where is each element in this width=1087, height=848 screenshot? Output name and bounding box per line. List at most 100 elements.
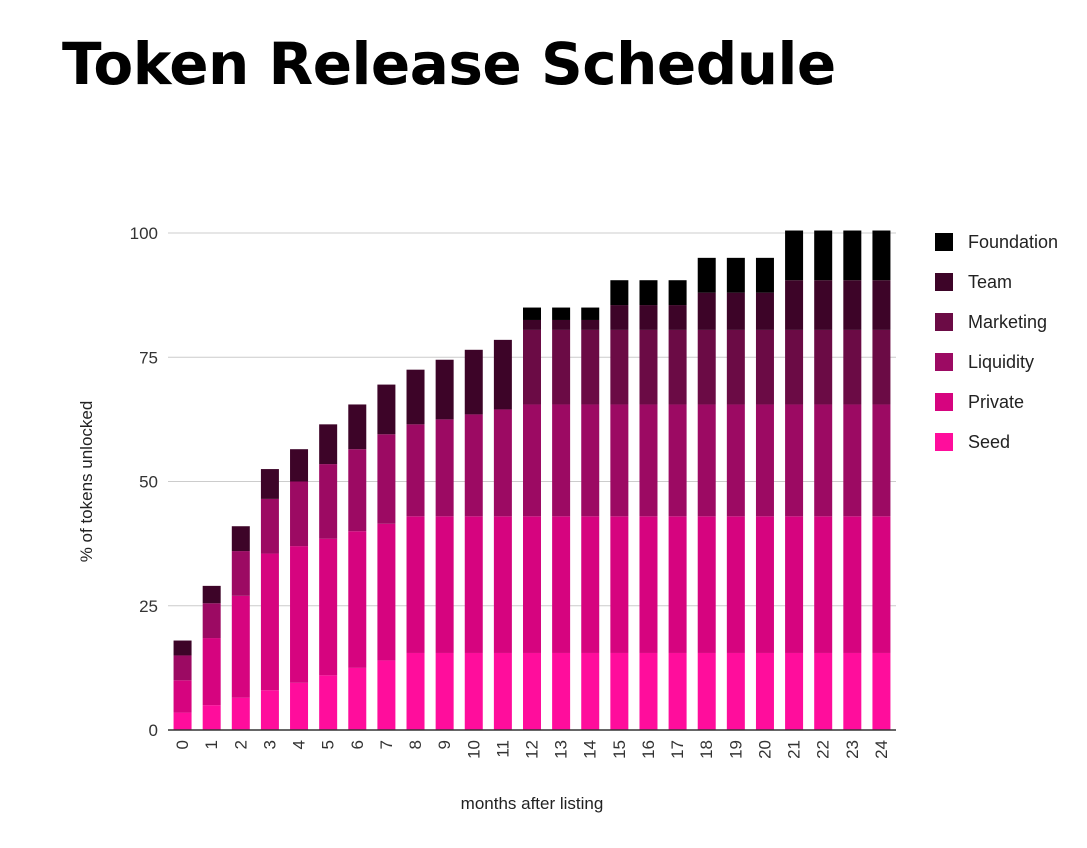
bar-segment-private-15 [610, 516, 629, 653]
bar-segment-seed-7 [377, 660, 396, 730]
bar-segment-private-13 [552, 516, 571, 653]
bar-segment-team-5 [319, 424, 338, 465]
bar-segment-team-3 [260, 469, 279, 499]
bar-segment-team-10 [464, 349, 483, 415]
bar-segment-seed-15 [610, 652, 629, 730]
bar-segment-private-9 [435, 516, 454, 653]
x-tick-label: 17 [668, 740, 687, 759]
bar-segment-liquidity-10 [464, 414, 483, 517]
bar-segment-team-21 [785, 280, 804, 330]
bar-segment-seed-24 [872, 652, 891, 730]
bar-segment-foundation-20 [755, 257, 774, 293]
bar-segment-team-14 [581, 319, 600, 330]
bar-segment-private-6 [348, 531, 367, 668]
bar-segment-team-11 [493, 339, 512, 410]
bar-segment-liquidity-19 [726, 404, 745, 517]
x-tick-label: 12 [523, 740, 542, 759]
bar-segment-marketing-23 [843, 329, 862, 405]
bar-segment-marketing-24 [872, 329, 891, 405]
x-axis-title: months after listing [461, 794, 604, 813]
bar-segment-private-8 [406, 516, 425, 653]
bar-segment-liquidity-16 [639, 404, 658, 517]
bar-segment-liquidity-2 [231, 551, 250, 596]
bar-segment-marketing-13 [552, 329, 571, 405]
y-tick-label: 75 [139, 348, 158, 367]
bar-segment-seed-23 [843, 652, 862, 730]
y-tick-label: 25 [139, 597, 158, 616]
bar-segment-liquidity-22 [814, 404, 833, 517]
bar-segment-marketing-18 [697, 329, 716, 405]
legend-swatch [935, 313, 953, 331]
bar-segment-liquidity-6 [348, 449, 367, 532]
bar-segment-seed-1 [202, 705, 221, 730]
bar-segment-private-12 [523, 516, 541, 653]
bar-segment-seed-11 [493, 652, 512, 730]
bar-segment-private-10 [464, 516, 483, 653]
x-tick-label: 3 [260, 740, 279, 749]
y-tick-label: 100 [130, 224, 158, 243]
legend-label: Seed [968, 431, 1011, 452]
legend-item-liquidity: Liquidity [935, 342, 1058, 382]
bar-segment-team-15 [610, 305, 629, 330]
x-tick-labels: 0 1 2 3 4 5 6 7 8 9 10 11 12 13 14 15 16 17 18 19 20 21 22 23 24 [173, 740, 891, 759]
legend-swatch [935, 273, 953, 291]
y-tick-label: 0 [149, 721, 158, 740]
bar-segment-private-23 [843, 516, 862, 653]
bar-segment-liquidity-5 [319, 464, 338, 539]
bar-segment-liquidity-12 [523, 404, 541, 517]
bar-segment-seed-0 [173, 712, 192, 730]
bar-segment-seed-14 [581, 652, 600, 730]
legend-label: Liquidity [968, 351, 1035, 372]
bar-segment-team-18 [697, 292, 716, 330]
y-tick-label: 50 [139, 473, 158, 492]
bar-segment-liquidity-17 [668, 404, 687, 517]
bar-segment-liquidity-13 [552, 404, 571, 517]
bar-segment-team-16 [639, 305, 658, 330]
bar-segment-seed-16 [639, 652, 658, 730]
bar-segment-foundation-13 [552, 307, 571, 320]
bar-segment-foundation-18 [697, 257, 716, 293]
legend-item-marketing: Marketing [935, 302, 1058, 342]
bar-segment-team-20 [755, 292, 774, 330]
bar-segment-private-2 [231, 595, 250, 698]
bar-segment-liquidity-15 [610, 404, 629, 517]
legend-swatch [935, 233, 953, 251]
bar-segment-team-2 [231, 526, 250, 552]
legend-item-team: Team [935, 262, 1058, 302]
x-tick-label: 13 [552, 740, 571, 759]
bar-segment-foundation-17 [668, 280, 687, 306]
bar-segment-seed-5 [319, 675, 338, 730]
bar-segment-team-7 [377, 384, 396, 435]
bar-segment-private-16 [639, 516, 658, 653]
legend-label: Team [968, 271, 1013, 292]
bar-segment-seed-6 [348, 667, 367, 730]
bar-segment-seed-9 [435, 652, 454, 730]
bar-segment-seed-4 [290, 682, 309, 730]
bar-segment-private-11 [493, 516, 512, 653]
x-tick-label: 1 [202, 740, 221, 749]
bar-segment-seed-8 [406, 652, 425, 730]
bar-segment-team-12 [523, 319, 541, 330]
bar-segment-liquidity-21 [785, 404, 804, 517]
bar-segment-liquidity-14 [581, 404, 600, 517]
bar-segment-private-19 [726, 516, 745, 653]
bar-segment-liquidity-0 [173, 655, 192, 681]
bar-segment-foundation-21 [785, 230, 804, 281]
x-tick-label: 4 [290, 740, 309, 749]
bar-segment-foundation-12 [523, 307, 541, 320]
x-tick-label: 19 [726, 740, 745, 759]
bar-segment-team-4 [290, 449, 309, 482]
bar-segment-marketing-14 [581, 329, 600, 405]
bar-segment-private-0 [173, 680, 192, 713]
legend: Foundation Team Marketing Liquidity Private S… [935, 222, 1058, 462]
bar-segment-liquidity-1 [202, 603, 221, 639]
bar-segment-seed-19 [726, 652, 745, 730]
x-tick-label: 21 [785, 740, 804, 759]
page-title: Token Release Schedule [62, 30, 836, 98]
bar-segment-seed-3 [260, 690, 279, 730]
bar-segment-liquidity-18 [697, 404, 716, 517]
x-tick-label: 0 [173, 740, 192, 749]
bar-segment-seed-13 [552, 652, 571, 730]
bar-segment-foundation-23 [843, 230, 862, 281]
bar-segment-marketing-12 [523, 329, 541, 405]
